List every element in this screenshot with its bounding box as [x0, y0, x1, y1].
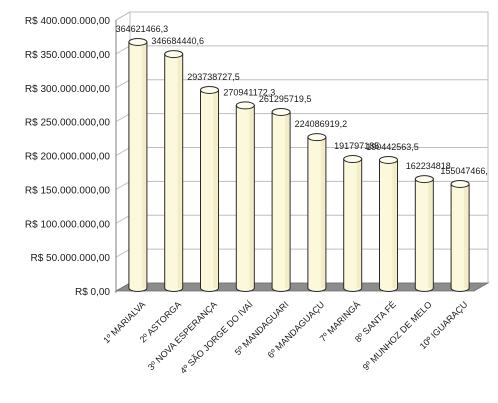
data-label: 346684440,6 [151, 36, 204, 46]
bar [164, 50, 184, 292]
data-labels: 364621466,3 346684440,6 293738727,5 2709411… [116, 24, 488, 176]
y-tick-label: R$ 400.000.000,00 [25, 16, 111, 27]
bar [343, 155, 363, 292]
data-label: 293738727,5 [187, 72, 240, 82]
data-label: 162234818 [406, 161, 451, 171]
data-label: 190442563,5 [366, 142, 419, 152]
y-tick-label: R$ 100.000.000,00 [25, 219, 111, 230]
y-tick-label: R$ 0,00 [75, 287, 110, 298]
data-label: 364621466,3 [116, 24, 169, 34]
data-label: 155047466, [440, 166, 488, 176]
y-tick-label: R$ 250.000.000,00 [25, 118, 111, 129]
bar [307, 133, 327, 292]
bar [271, 107, 291, 292]
y-tick-label: R$ 50.000.000,00 [30, 253, 110, 264]
x-tick-label: 3º NOVA ESPERANÇA [146, 299, 219, 372]
bar [450, 179, 470, 292]
x-tick-label: 4º SÃO JORGE DO IVAÍ [178, 299, 255, 376]
bars [128, 37, 470, 292]
bar [379, 155, 398, 292]
y-tick-label: R$ 200.000.000,00 [25, 152, 111, 163]
y-axis-tick-labels: R$ 0,00 R$ 50.000.000,00 R$ 100.000.000,00… [25, 16, 111, 298]
data-label: 224086919,2 [295, 119, 348, 129]
x-tick-label: 9º MUNHOZ DE MELO [361, 299, 434, 372]
data-label: 261295719,5 [259, 94, 312, 104]
bar [128, 37, 148, 292]
bar [200, 85, 219, 292]
y-tick-label: R$ 350.000.000,00 [25, 50, 111, 61]
y-tick-label: R$ 300.000.000,00 [25, 84, 111, 95]
gridline [115, 11, 488, 21]
data-label: 270941172,3 [223, 87, 275, 97]
data-label: 191797185 [334, 141, 379, 151]
bar [235, 101, 255, 292]
y-tick-label: R$ 150.000.000,00 [25, 185, 111, 196]
bar [414, 175, 434, 292]
